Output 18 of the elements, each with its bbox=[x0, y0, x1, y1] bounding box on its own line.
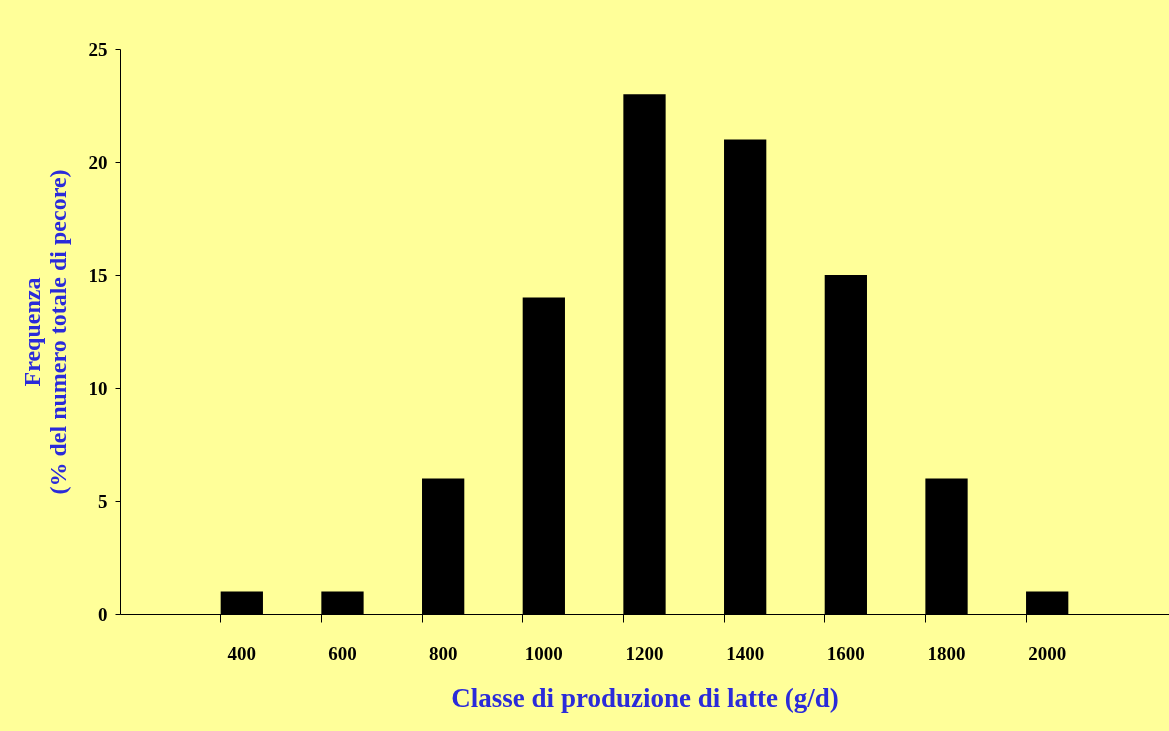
x-tick-label: 400 bbox=[227, 642, 257, 664]
x-axis-title: Classe di produzione di latte (g/d) bbox=[451, 682, 839, 713]
x-tick-label: 800 bbox=[428, 642, 458, 664]
y-tick-label: 10 bbox=[88, 377, 108, 399]
x-tick-label: 2000 bbox=[1028, 642, 1067, 664]
y-tick-label: 15 bbox=[88, 264, 108, 286]
x-tick-label: 1600 bbox=[826, 642, 865, 664]
x-tick-label: 1800 bbox=[927, 642, 966, 664]
x-tick-label: 1400 bbox=[726, 642, 765, 664]
text: (% del numero totale di pecore) bbox=[44, 169, 71, 495]
y-tick-label: 20 bbox=[88, 151, 108, 173]
y-tick-label: 5 bbox=[98, 490, 108, 512]
x-tick-label: 1000 bbox=[524, 642, 563, 664]
x-tick-label: 1200 bbox=[625, 642, 664, 664]
y-tick-label: 25 bbox=[88, 38, 108, 60]
y-tick-label: 0 bbox=[98, 603, 108, 625]
text: Frequenza bbox=[18, 277, 45, 387]
x-tick-label: 600 bbox=[328, 642, 357, 664]
